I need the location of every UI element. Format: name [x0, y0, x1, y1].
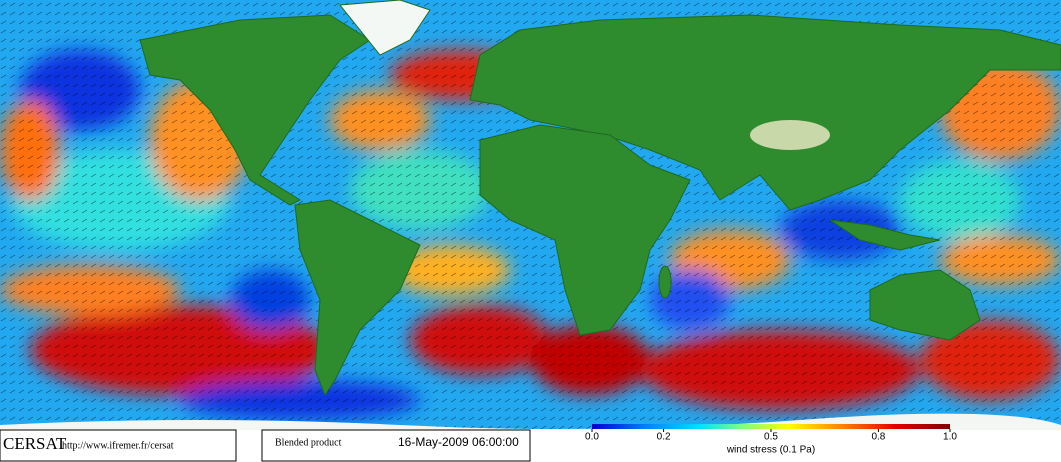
timestamp: 16-May-2009 06:00:00	[398, 435, 519, 449]
logo-box	[0, 429, 237, 462]
url: http://www.ifremer.fr/cersat	[62, 440, 174, 451]
tibet	[750, 120, 830, 150]
australia	[869, 269, 981, 341]
greenland	[339, 0, 431, 56]
north-america	[139, 14, 371, 206]
product: Blended product	[275, 437, 342, 448]
africa	[479, 124, 691, 336]
colorbar-tick-label: 1.0	[943, 432, 957, 443]
colorbar-tick-label: 0.0	[585, 432, 599, 443]
colorbar-tick-label: 0.8	[871, 432, 885, 443]
product-box	[261, 429, 531, 462]
madagascar	[658, 265, 672, 299]
colorbar-tick-label: 0.2	[657, 432, 671, 443]
south-america	[294, 199, 421, 397]
land	[139, 0, 1061, 397]
colorbar-label: wind stress (0.1 Pa)	[726, 445, 815, 456]
indonesia	[829, 219, 941, 251]
logo: CERSAT	[3, 434, 67, 453]
eurasia	[469, 14, 1061, 211]
colorbar	[592, 424, 950, 429]
colorbar-tick-label: 0.5	[764, 432, 778, 443]
